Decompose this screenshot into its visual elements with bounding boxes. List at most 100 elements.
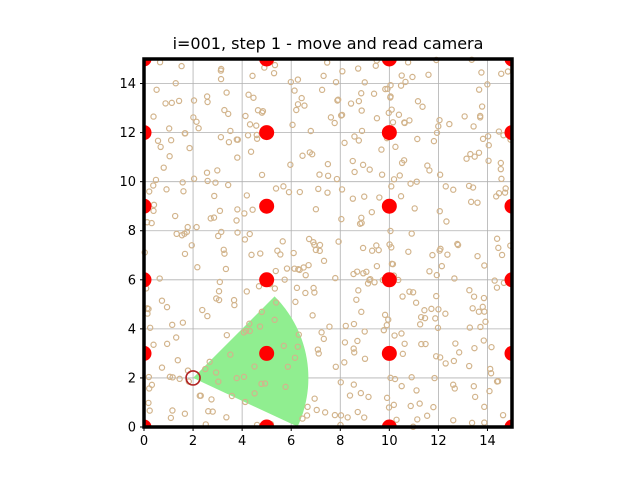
particle-point — [156, 275, 163, 282]
particle-point — [272, 299, 280, 306]
particle-point — [338, 186, 346, 193]
particle-point — [487, 370, 495, 377]
particle-point — [471, 344, 478, 352]
particle-point — [442, 183, 449, 190]
particle-point — [414, 416, 421, 423]
particle-point — [421, 314, 429, 322]
particle-point — [179, 319, 187, 326]
particle-point — [466, 286, 473, 294]
particle-point — [354, 408, 361, 416]
particle-point — [349, 157, 356, 165]
particle-point — [261, 380, 269, 387]
particle-point — [423, 412, 431, 419]
particle-point — [486, 387, 493, 395]
particle-point — [354, 337, 361, 345]
particle-point — [316, 241, 324, 249]
particle-point — [465, 362, 473, 370]
particle-point — [320, 72, 327, 80]
particle-point — [398, 72, 405, 79]
particle-point — [190, 114, 197, 121]
particle-point — [291, 354, 299, 361]
particle-point — [242, 398, 249, 406]
particle-point — [368, 247, 376, 254]
particle-point — [145, 305, 152, 313]
landmark-point — [504, 59, 512, 67]
particle-point — [454, 240, 461, 248]
particle-point — [258, 308, 266, 316]
particle-point — [150, 182, 157, 189]
particle-point — [468, 419, 476, 427]
chart-title: i=001, step 1 - move and read camera — [173, 34, 484, 53]
particle-point — [293, 106, 300, 114]
particle-point — [469, 305, 476, 312]
particle-point — [150, 207, 157, 215]
particle-point — [481, 262, 488, 269]
particle-point — [158, 364, 166, 371]
particle-point — [338, 215, 345, 223]
particle-point — [359, 244, 367, 252]
particle-point — [183, 228, 191, 236]
particle-point — [413, 387, 420, 394]
particle-point — [165, 125, 173, 132]
particle-point — [349, 195, 357, 202]
particle-point — [477, 323, 484, 331]
landmark-point — [381, 125, 397, 141]
particle-point — [292, 298, 299, 306]
particle-point — [158, 297, 166, 304]
particle-point — [497, 159, 505, 167]
particle-point — [357, 389, 365, 397]
particle-point — [418, 340, 425, 348]
particle-point — [366, 276, 373, 284]
particle-point — [314, 346, 322, 353]
particle-point — [212, 369, 220, 376]
particle-point — [449, 381, 457, 388]
particle-point — [354, 65, 362, 72]
particle-point — [223, 331, 231, 339]
particle-point — [391, 332, 398, 339]
particle-point — [467, 150, 474, 158]
particle-point — [467, 198, 475, 206]
particle-point — [312, 206, 320, 213]
particle-point — [450, 417, 457, 424]
particle-point — [363, 268, 370, 276]
particle-point — [361, 193, 368, 200]
particle-point — [271, 61, 279, 69]
particle-point — [344, 414, 351, 421]
particle-point — [179, 179, 186, 186]
particle-point — [493, 235, 501, 242]
particle-point — [392, 143, 399, 151]
particle-layer — [141, 56, 514, 430]
particle-point — [221, 250, 228, 257]
y-tick-label: 4 — [128, 322, 136, 337]
particle-point — [412, 299, 420, 306]
particle-point — [205, 408, 212, 415]
particle-point — [488, 343, 495, 351]
particle-point — [399, 350, 407, 358]
particle-point — [208, 396, 215, 403]
particle-point — [320, 257, 328, 265]
particle-point — [227, 127, 234, 135]
particle-point — [210, 214, 218, 221]
particle-point — [495, 128, 503, 135]
particle-point — [241, 236, 249, 243]
particle-point — [311, 395, 318, 402]
particle-point — [359, 161, 367, 169]
particle-point — [271, 316, 278, 324]
particle-point — [146, 188, 153, 195]
particle-point — [428, 305, 435, 313]
particle-point — [382, 85, 389, 93]
particle-point — [216, 278, 224, 286]
particle-point — [169, 374, 176, 381]
particle-point — [253, 122, 260, 129]
landmark-point — [381, 272, 397, 288]
particle-point — [231, 301, 238, 309]
particle-point — [368, 208, 376, 216]
particle-point — [302, 271, 309, 279]
particle-point — [243, 288, 250, 295]
particle-point — [470, 293, 478, 300]
particle-point — [378, 146, 385, 153]
particle-point — [218, 228, 225, 236]
particle-point — [350, 320, 358, 328]
particle-point — [249, 206, 256, 213]
particle-point — [432, 315, 439, 322]
